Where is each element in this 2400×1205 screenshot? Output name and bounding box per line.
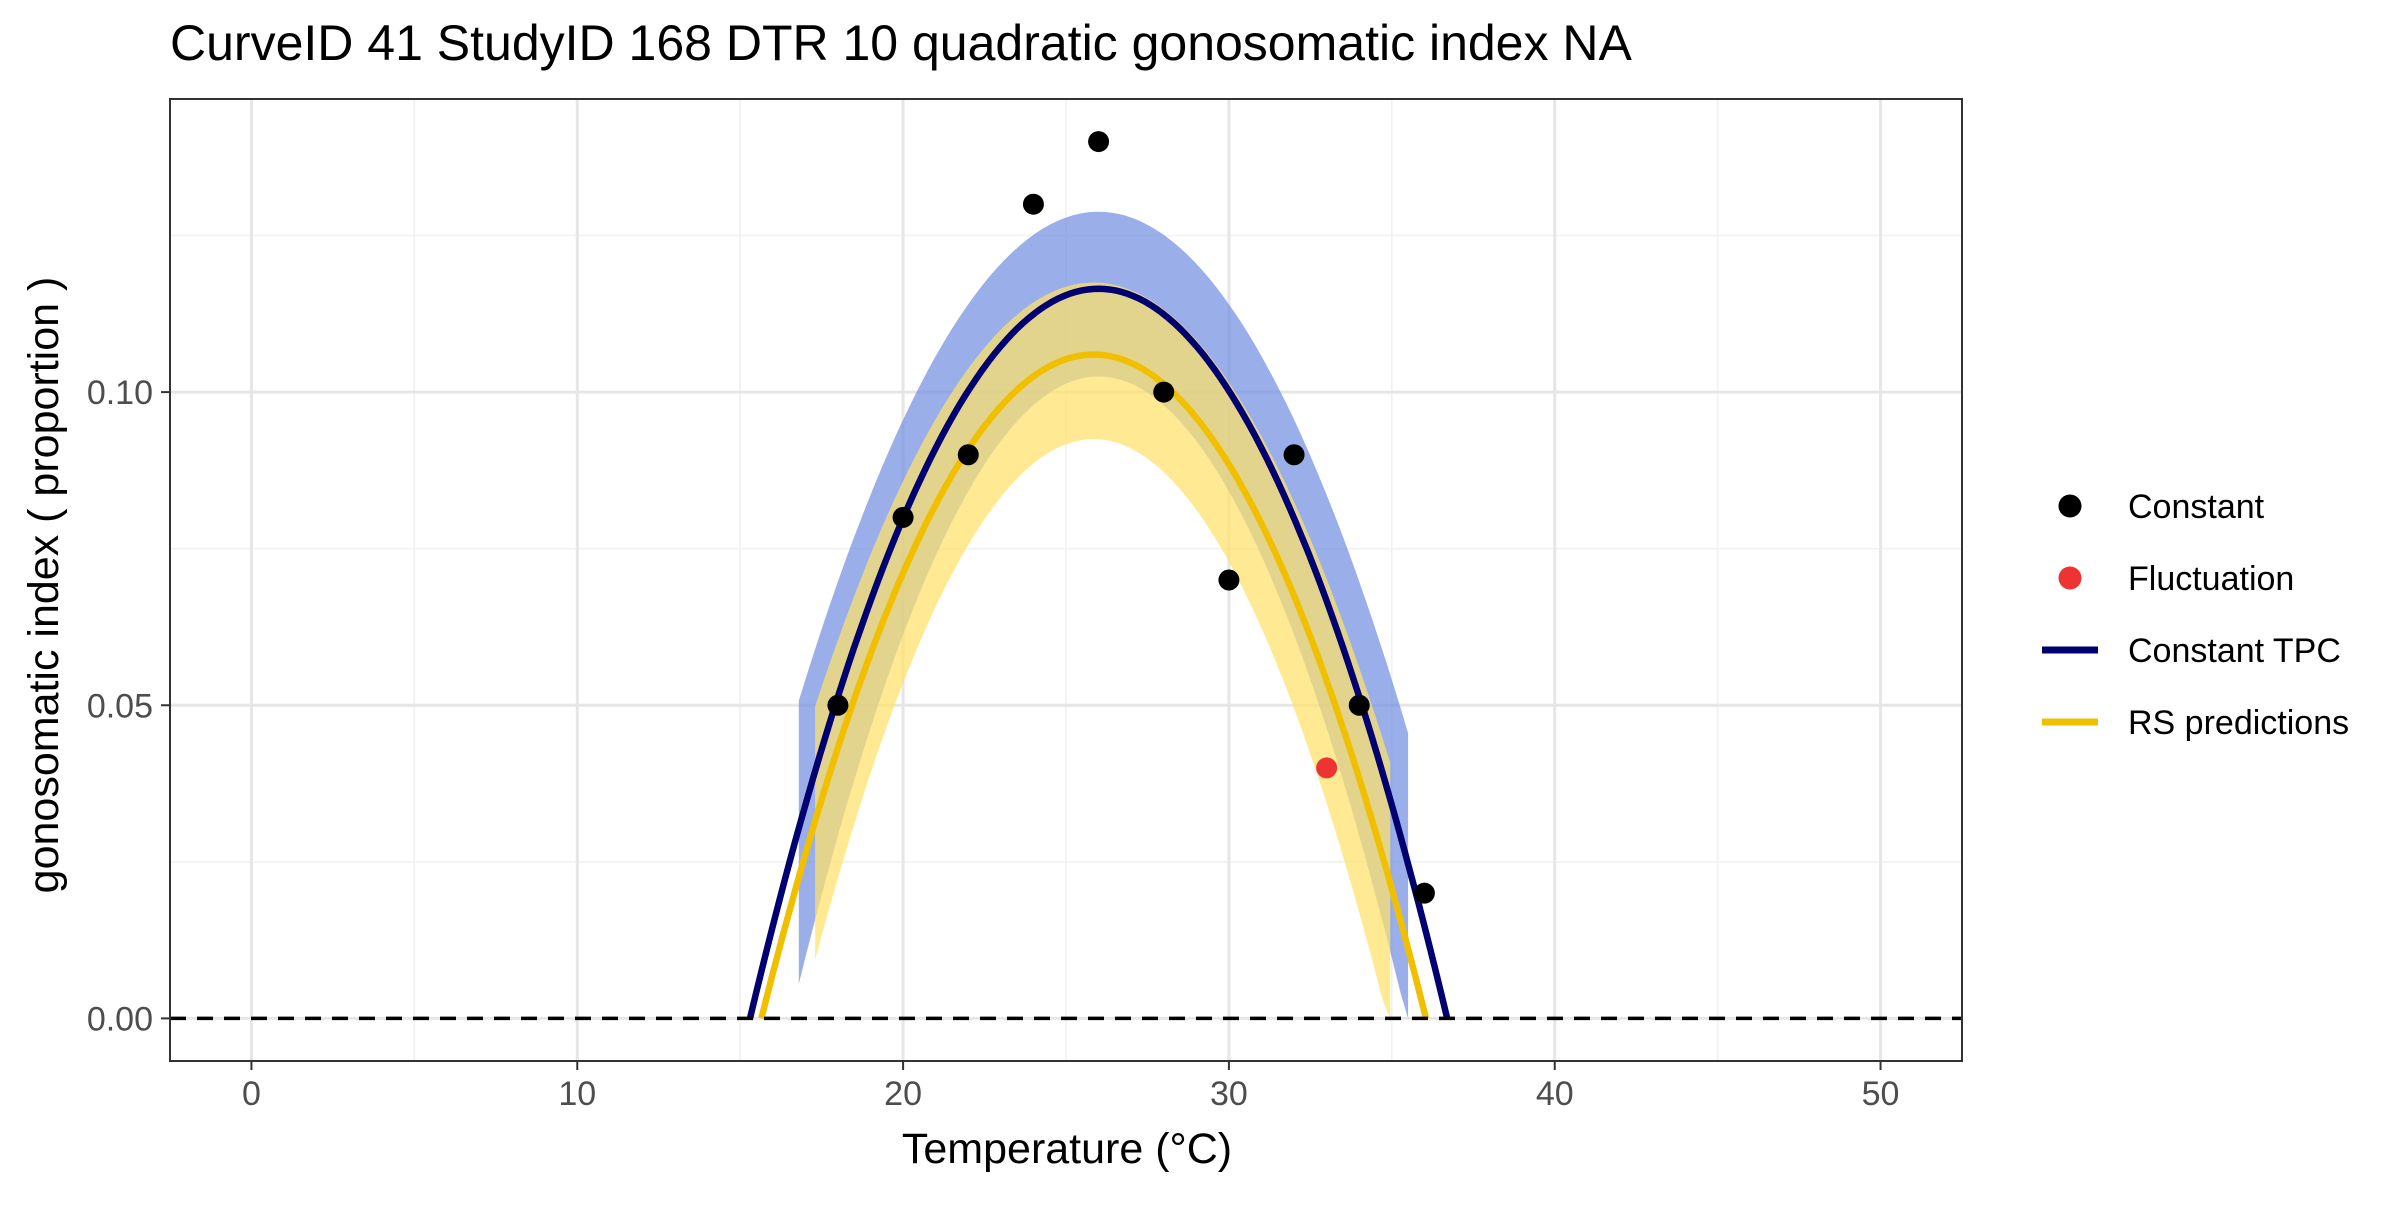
constant-point bbox=[827, 694, 849, 716]
plot-panel: 0 10 20 30 40 50 0.00 0.05 0.10 bbox=[87, 98, 1963, 1113]
constant-point bbox=[957, 444, 979, 466]
chart-title: CurveID 41 StudyID 168 DTR 10 quadratic … bbox=[170, 15, 1632, 71]
rs-predictions-line bbox=[758, 351, 1430, 1020]
x-tick-label: 50 bbox=[1862, 1075, 1900, 1113]
constant-point bbox=[1283, 444, 1305, 466]
legend-key-point bbox=[2058, 494, 2082, 518]
legend-label: Constant TPC bbox=[2128, 632, 2341, 670]
fluctuation-point bbox=[1316, 757, 1338, 779]
legend-key-point bbox=[2058, 566, 2082, 590]
x-tick-label: 30 bbox=[1210, 1075, 1248, 1113]
constant-point bbox=[1218, 569, 1240, 591]
x-tick-label: 0 bbox=[242, 1075, 261, 1113]
y-tick-label: 0.00 bbox=[87, 1000, 153, 1038]
y-tick-label: 0.10 bbox=[87, 374, 153, 412]
constant-point bbox=[1153, 381, 1175, 403]
x-tick-label: 10 bbox=[558, 1075, 596, 1113]
x-tick-label: 40 bbox=[1536, 1075, 1574, 1113]
legend-label: RS predictions bbox=[2128, 704, 2349, 742]
constant-point bbox=[892, 506, 914, 528]
constant-point bbox=[1348, 694, 1370, 716]
constant-point bbox=[1413, 882, 1435, 904]
constant-point bbox=[1022, 193, 1044, 215]
legend: Constant Fluctuation Constant TPC RS predic… bbox=[2042, 488, 2349, 742]
legend-label: Constant bbox=[2128, 488, 2265, 526]
panel-border bbox=[169, 98, 1963, 1062]
constant-tpc-line bbox=[746, 285, 1451, 1020]
y-axis-label: gonosomatic index ( proportion ) bbox=[20, 277, 68, 894]
y-tick-label: 0.05 bbox=[87, 687, 153, 725]
legend-label: Fluctuation bbox=[2128, 560, 2294, 598]
constant-point bbox=[1088, 131, 1110, 153]
x-axis-label: Temperature (°C) bbox=[902, 1125, 1232, 1173]
x-tick-label: 20 bbox=[884, 1075, 922, 1113]
